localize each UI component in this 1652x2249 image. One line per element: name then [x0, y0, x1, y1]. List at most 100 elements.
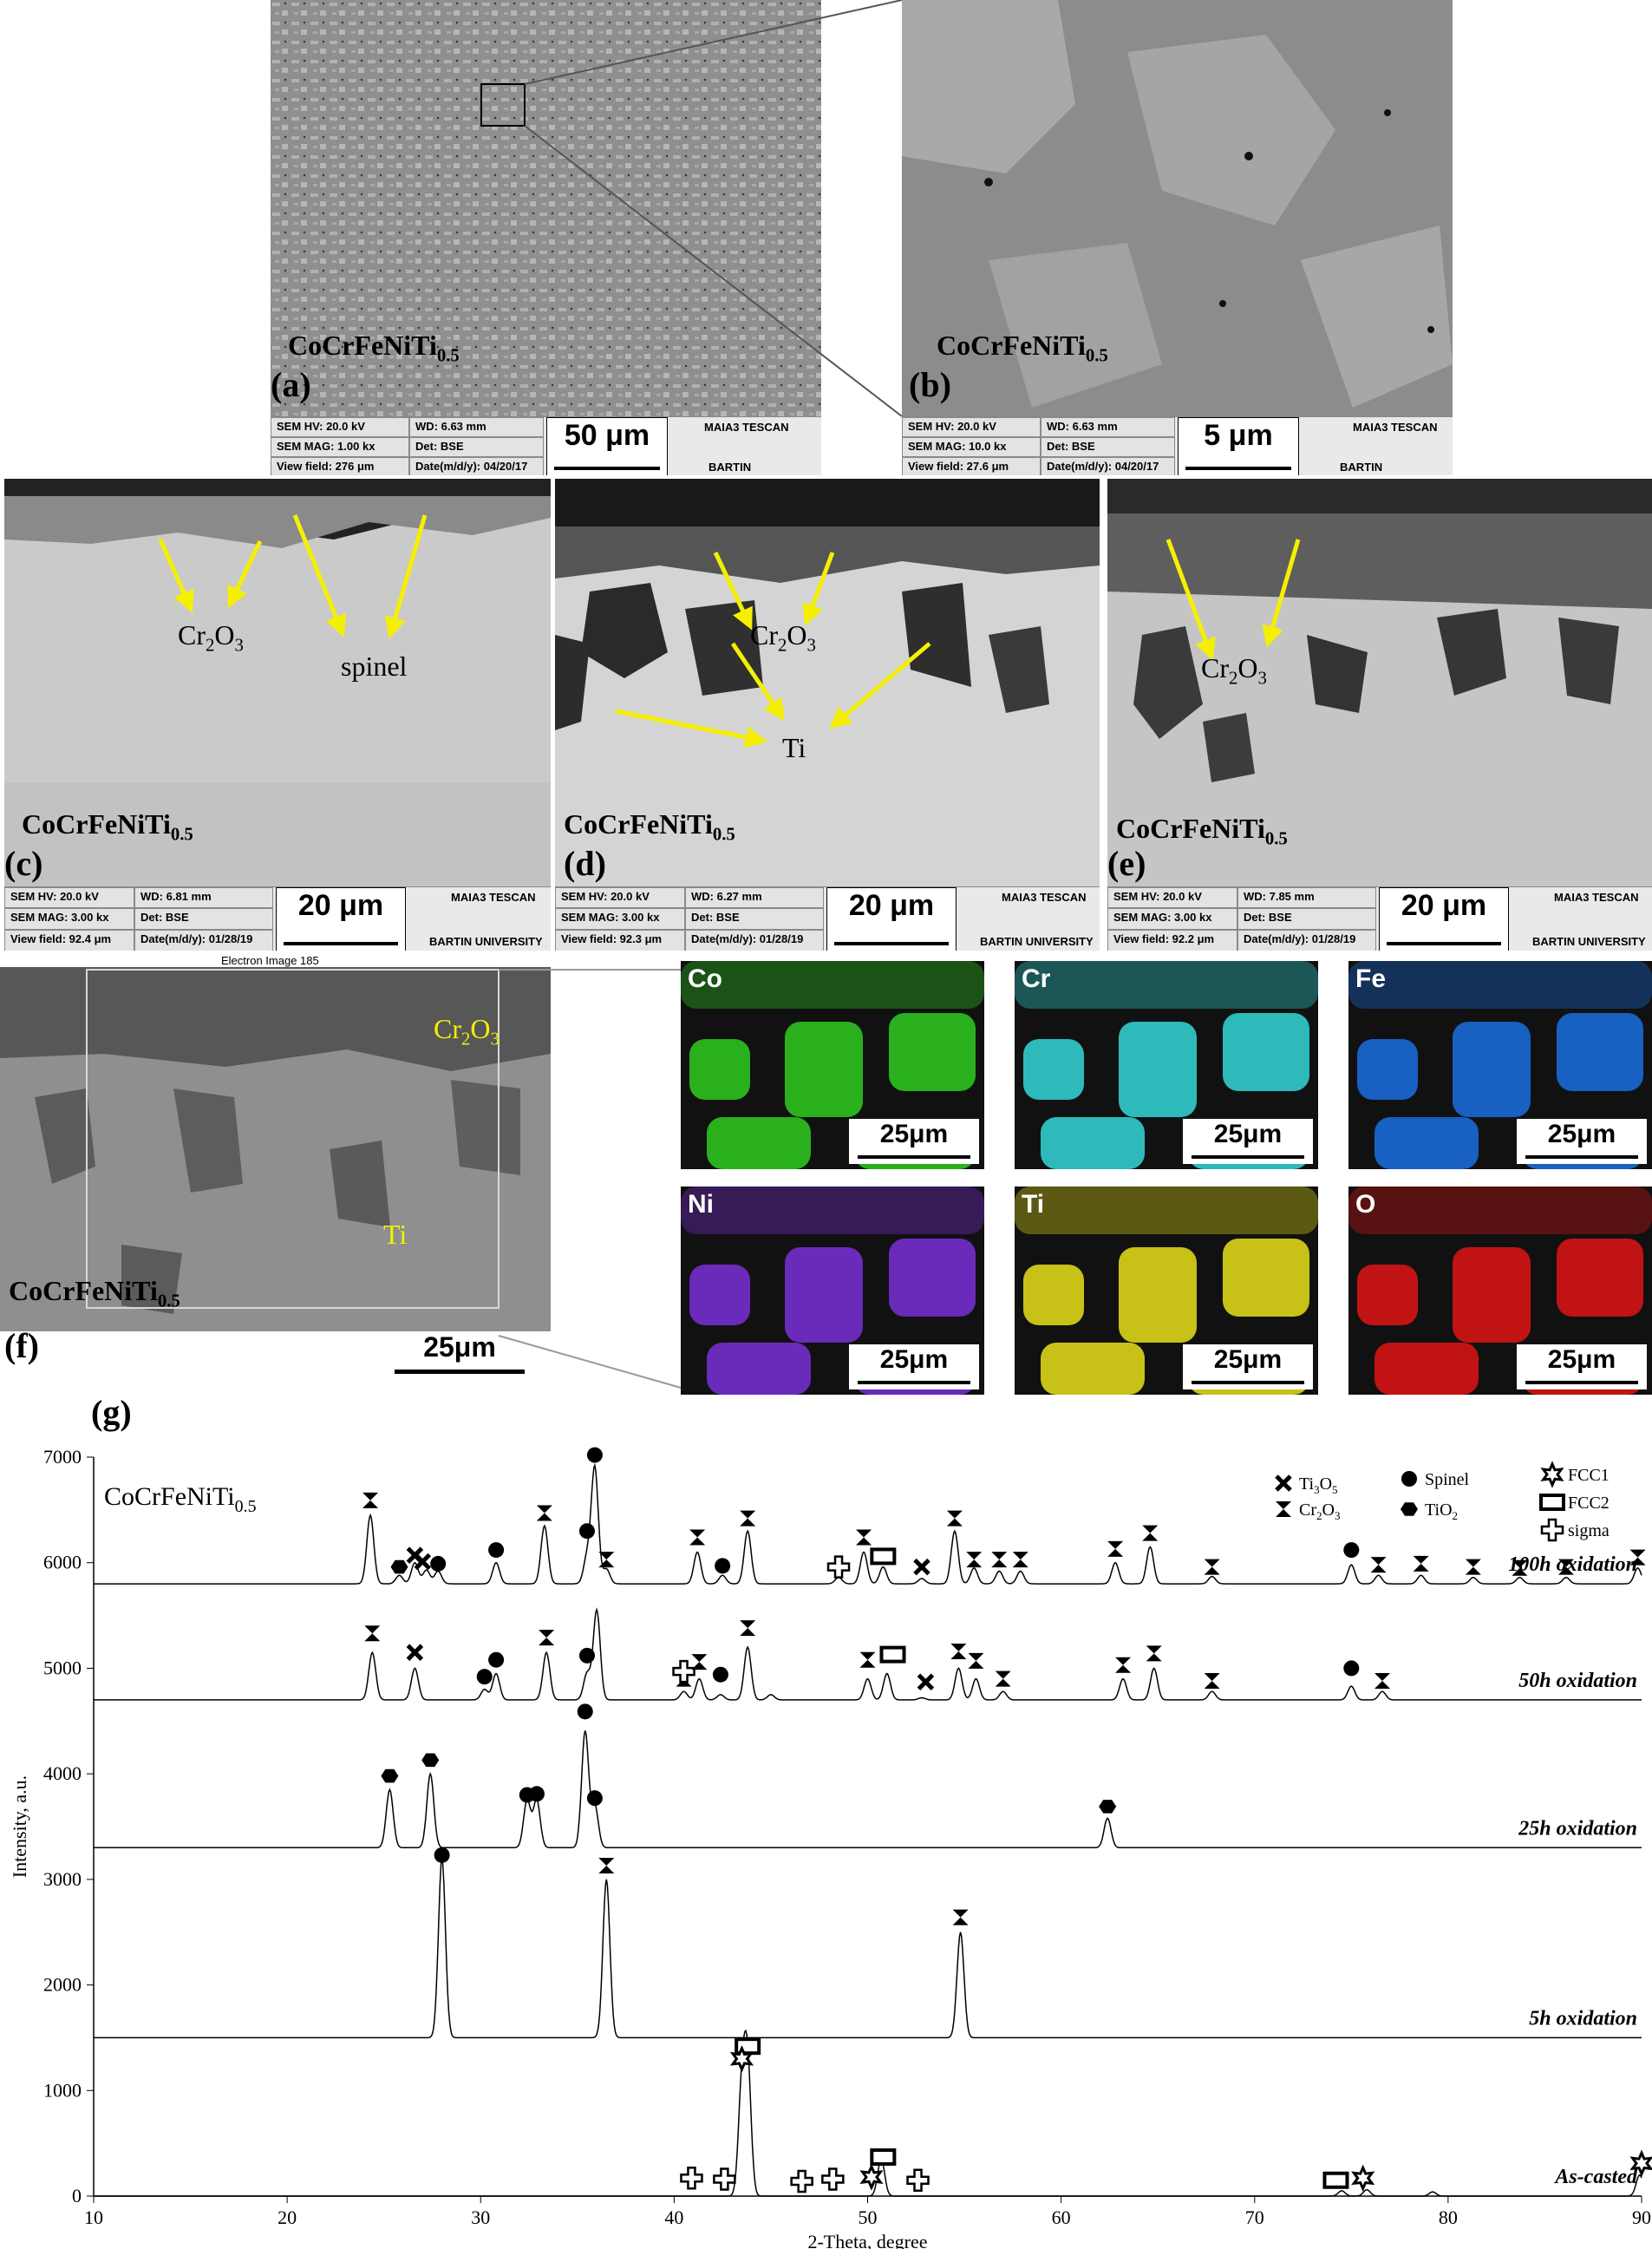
- peak-marker-plus: [826, 1555, 851, 1579]
- eds-map-texture: [1015, 961, 1318, 1169]
- peak-marker-hourglass: [1146, 1645, 1162, 1662]
- peak-marker-hexagon: [421, 1753, 440, 1768]
- panel-e-label: (e): [1107, 844, 1146, 883]
- scale-bar-d: 20 μm: [826, 887, 957, 951]
- eds-map-o: O 25μm: [1348, 1187, 1652, 1395]
- info-mag: SEM MAG: 3.00 kx: [555, 908, 685, 930]
- info-hv: SEM HV: 20.0 kV: [902, 417, 1041, 437]
- legend-entry: sigma: [1568, 1521, 1610, 1540]
- annotation-cr2o3: Cr2O3: [1201, 652, 1267, 689]
- peak-marker-hourglass: [740, 1510, 756, 1527]
- peak-marker-circle: [715, 1558, 731, 1574]
- peak-marker-hexagon: [390, 1559, 408, 1574]
- x-tick-label: 60: [1052, 2207, 1071, 2228]
- peak-marker-hourglass: [1204, 1559, 1220, 1575]
- info-vf: View field: 92.2 μm: [1107, 930, 1237, 951]
- x-tick-label: 70: [1245, 2207, 1264, 2228]
- peak-marker-circle: [578, 1523, 595, 1540]
- info-univ: BARTIN UNIVERSITY: [980, 935, 1094, 948]
- eds-map-scale-bar: 25μm: [1183, 1119, 1313, 1164]
- eds-map-scale-bar: 25μm: [849, 1119, 979, 1164]
- peak-marker-plus: [672, 1659, 695, 1683]
- sem-panel-b: CoCrFeNiTi0.5 (b) SEM HV: 20.0 kV WD: 6.…: [902, 0, 1453, 475]
- panel-f-label: (f): [4, 1326, 39, 1365]
- eds-map-texture: [1348, 961, 1652, 1169]
- info-mag: SEM MAG: 3.00 kx: [1107, 908, 1237, 930]
- panel-g-label: (g): [91, 1393, 132, 1432]
- eds-map-scale-bar: 25μm: [849, 1344, 979, 1389]
- annotation-cr2o3: Cr2O3: [750, 619, 816, 656]
- info-mag: SEM MAG: 10.0 kx: [902, 437, 1041, 457]
- info-date: Date(m/d/y): 04/20/17: [1041, 457, 1175, 475]
- legend-marker: [1401, 1471, 1417, 1487]
- peak-marker-hourglass: [991, 1552, 1008, 1568]
- info-hv: SEM HV: 20.0 kV: [4, 887, 134, 908]
- info-det: Det: BSE: [134, 908, 273, 930]
- info-brand: MAIA3 TESCAN: [1002, 891, 1087, 904]
- peak-marker-hourglass: [1012, 1552, 1028, 1568]
- peak-marker-hourglass: [1204, 1673, 1220, 1690]
- peak-marker-circle: [578, 1647, 595, 1664]
- zoom-connector-f-maps: [498, 969, 682, 1389]
- info-wd: WD: 6.81 mm: [134, 887, 273, 908]
- eds-map-scale-bar: 25μm: [1517, 1344, 1647, 1389]
- info-brand: MAIA3 TESCAN: [1554, 891, 1639, 904]
- annotation-spinel: spinel: [341, 651, 408, 682]
- eds-map-fe: Fe 25μm: [1348, 961, 1652, 1169]
- peak-marker-hourglass: [364, 1625, 381, 1642]
- peak-marker-hourglass: [1465, 1559, 1481, 1575]
- eds-maps-grid: Co 25μm Cr 25μm Fe 25μm Ni 25μm Ti 25μm O 25μm: [681, 961, 1652, 1395]
- x-tick-label: 50: [859, 2207, 878, 2228]
- info-wd: WD: 6.27 mm: [685, 887, 824, 908]
- peak-marker-rect: [1322, 2171, 1349, 2189]
- series-line: [94, 1462, 1642, 1585]
- eds-map-texture: [681, 961, 984, 1169]
- sem-texture-c: [4, 479, 551, 886]
- legend-marker: [1275, 1474, 1292, 1492]
- peak-marker-hourglass: [536, 1505, 552, 1521]
- peak-marker-hourglass: [950, 1643, 967, 1659]
- peak-marker-circle: [488, 1542, 505, 1559]
- info-univ: BARTIN UNIVERSITY: [1340, 461, 1407, 475]
- sem-infobar-c: SEM HV: 20.0 kV WD: 6.81 mm SEM MAG: 3.0…: [4, 886, 551, 951]
- annotation-cr2o3: Cr2O3: [178, 619, 244, 656]
- sem-texture-a: [271, 0, 821, 416]
- peak-marker-star: [1351, 2164, 1375, 2193]
- legend-entry: TiO2: [1425, 1500, 1458, 1522]
- eds-map-cr: Cr 25μm: [1015, 961, 1318, 1169]
- peak-marker-star: [1629, 2149, 1652, 2177]
- sem-texture-f: [0, 967, 551, 1331]
- panel-b-label: (b): [909, 365, 951, 404]
- x-tick-label: 10: [84, 2207, 103, 2228]
- info-vf: View field: 27.6 μm: [902, 457, 1041, 475]
- series-label: 50h oxidation: [1518, 1670, 1637, 1692]
- panel-a-label: (a): [271, 365, 311, 404]
- sem-texture-b: [902, 0, 1453, 416]
- info-date: Date(m/d/y): 01/28/19: [685, 930, 824, 951]
- info-date: Date(m/d/y): 01/28/19: [1237, 930, 1376, 951]
- info-date: Date(m/d/y): 01/28/19: [134, 930, 273, 951]
- info-brand: MAIA3 TESCAN: [1353, 421, 1438, 434]
- y-tick-label: 7000: [43, 1446, 82, 1468]
- peak-marker-cross: [917, 1673, 935, 1691]
- peak-marker-plus: [906, 2168, 930, 2192]
- peak-marker-hexagon: [381, 1768, 399, 1783]
- series-line: [94, 1858, 1642, 2039]
- info-det: Det: BSE: [409, 437, 544, 457]
- peak-marker-hourglass: [691, 1654, 708, 1670]
- sem-panel-e: Cr2O3 CoCrFeNiTi0.5 (e) SEM HV: 20.0 kV …: [1107, 479, 1652, 951]
- info-vf: View field: 276 μm: [271, 457, 409, 475]
- info-vf: View field: 92.4 μm: [4, 930, 134, 951]
- info-wd: WD: 6.63 mm: [409, 417, 544, 437]
- peak-marker-hourglass: [966, 1552, 983, 1568]
- y-tick-label: 2000: [43, 1974, 82, 1996]
- info-date: Date(m/d/y): 04/20/17: [409, 457, 544, 475]
- annotation-ti: Ti: [383, 1219, 408, 1250]
- y-axis-label: Intensity, a.u.: [9, 1775, 30, 1878]
- info-vf: View field: 92.3 μm: [555, 930, 685, 951]
- peak-marker-hourglass: [1142, 1525, 1159, 1541]
- peak-marker-circle: [577, 1703, 593, 1720]
- panel-b-alloy: CoCrFeNiTi: [937, 330, 1086, 361]
- peak-marker-circle: [434, 1847, 450, 1863]
- panel-e-alloy: CoCrFeNiTi: [1116, 813, 1265, 844]
